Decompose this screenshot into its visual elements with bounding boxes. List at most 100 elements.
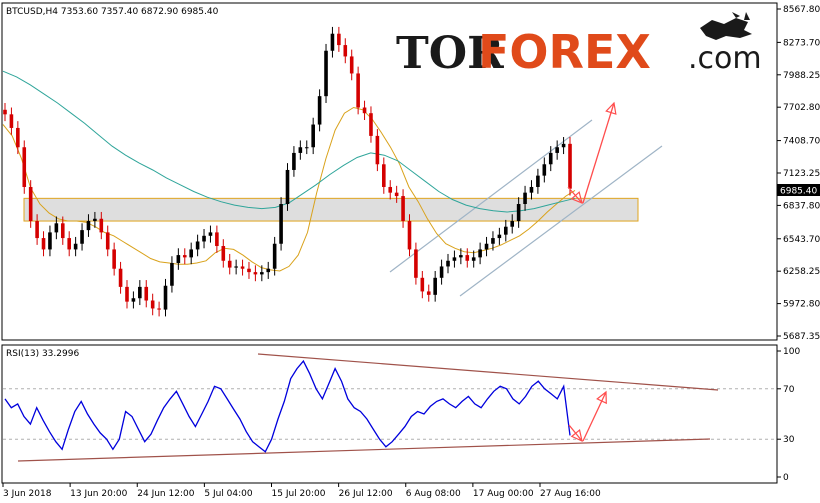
- candle-bull: [503, 226, 508, 235]
- candle-bull: [548, 152, 553, 165]
- candle-bull: [272, 243, 277, 269]
- candle-bull: [80, 230, 84, 244]
- price-tick-label: 8273.70: [783, 38, 820, 48]
- candle-bear: [99, 218, 104, 233]
- candle-bull: [285, 169, 290, 205]
- bull-icon: [700, 12, 752, 40]
- current-price-text: 6985.40: [780, 187, 817, 197]
- price-axis: 8567.80 8273.70 7988.25 7702.80 7408.70 7123.…: [777, 5, 820, 342]
- candle-bear: [356, 73, 360, 108]
- candle-bear: [420, 277, 425, 292]
- candle-bear: [16, 127, 20, 148]
- candle-bull: [324, 50, 328, 97]
- time-tick-label: 15 Jul 20:00: [272, 489, 326, 499]
- support-zone: [23, 197, 639, 222]
- candle-bull: [497, 234, 502, 239]
- candle-bear: [67, 238, 72, 250]
- candle-bear: [349, 56, 354, 74]
- candle-bear: [407, 221, 412, 250]
- price-tick-label: 8567.80: [783, 5, 820, 15]
- candle-bear: [144, 286, 149, 301]
- candle-bull: [433, 277, 437, 295]
- candle-bull: [189, 249, 193, 258]
- price-tick-label: 6543.70: [783, 235, 820, 245]
- candle-bear: [182, 255, 187, 258]
- rsi-forecast-arrows: [568, 390, 607, 443]
- candle-bull: [234, 266, 238, 268]
- candle-bull: [292, 152, 296, 170]
- candle-bear: [465, 255, 470, 261]
- channel-upper-line: [389, 119, 593, 273]
- candle-bear: [3, 109, 7, 115]
- candle-bear: [414, 249, 418, 278]
- candle-bear: [105, 232, 110, 250]
- candle-bull: [163, 285, 168, 310]
- rsi-tick-label: 0: [783, 473, 789, 483]
- candle-bear: [221, 246, 226, 261]
- time-tick-label: 3 Jun 2018: [3, 489, 52, 499]
- price-tick-label: 7702.80: [783, 103, 820, 113]
- candle-bear: [343, 45, 348, 57]
- candle-bear: [118, 268, 123, 287]
- candle-bull: [304, 147, 309, 149]
- rsi-axis: 100 70 30 0: [777, 347, 800, 483]
- candle-bull: [446, 260, 450, 267]
- candle-bull: [555, 147, 559, 153]
- rsi-panel: [1, 344, 778, 484]
- time-tick-label: 27 Aug 16:00: [540, 489, 601, 499]
- candle-bull: [54, 223, 59, 233]
- rsi-header: RSI(13) 33.2996: [6, 349, 79, 359]
- candle-bull: [260, 272, 264, 275]
- candle-bear: [41, 238, 46, 250]
- candle-bull: [459, 255, 463, 258]
- price-channel: [389, 119, 663, 297]
- price-up-arrow-shaft: [582, 102, 615, 204]
- time-tick-label: 24 Jun 12:00: [137, 489, 194, 499]
- rsi-tick-label: 30: [783, 435, 795, 445]
- rsi-levels: [3, 388, 776, 440]
- candle-bear: [227, 260, 232, 268]
- candle-bull: [73, 243, 78, 250]
- forecast-arrows: [567, 101, 617, 205]
- candle-bull: [536, 175, 540, 187]
- logo-tor-text: TOR: [396, 28, 504, 79]
- candle-bull: [516, 204, 521, 222]
- candle-bull: [279, 204, 283, 244]
- candle-bear: [28, 186, 33, 222]
- torforex-logo: TOR FOREX .com: [396, 12, 762, 79]
- candle-bear: [157, 308, 161, 310]
- time-tick-label: 6 Aug 08:00: [406, 489, 461, 499]
- candle-bear: [394, 192, 399, 197]
- candle-bear: [401, 196, 405, 222]
- candle-bull: [561, 143, 566, 148]
- candle-bull: [266, 268, 271, 273]
- candle-bear: [22, 147, 27, 187]
- candle-bear: [240, 266, 245, 269]
- rsi-trendlines: [17, 353, 719, 462]
- candle-bull: [195, 241, 200, 250]
- rsi-tick-label: 70: [783, 385, 795, 395]
- candle-bull: [93, 218, 97, 222]
- time-axis: 3 Jun 2018 13 Jun 20:00 24 Jun 12:00 5 Jul …: [2, 483, 601, 499]
- candle-bull: [176, 255, 181, 264]
- candle-bull: [170, 263, 174, 286]
- candle-bear: [125, 286, 129, 302]
- candle-bull: [298, 147, 303, 153]
- candle-bull: [542, 164, 547, 176]
- price-tick-label: 7988.25: [783, 71, 820, 81]
- rsi-tick-label: 100: [783, 347, 800, 357]
- candle-bull: [529, 186, 534, 193]
- candle-bear: [215, 232, 219, 247]
- price-tick-label: 6258.25: [783, 267, 820, 277]
- candle-bear: [35, 221, 39, 239]
- rsi-up-arrow-shaft: [582, 391, 607, 442]
- time-tick-label: 26 Jul 12:00: [339, 489, 393, 499]
- candle-bull: [202, 235, 206, 242]
- rsi-upper-trendline: [257, 353, 719, 391]
- price-tick-label: 7123.25: [783, 169, 820, 179]
- current-price-label: 6985.40: [777, 184, 820, 197]
- price-candles: [3, 26, 572, 317]
- candle-bull: [439, 266, 444, 278]
- price-tick-label: 5687.35: [783, 332, 820, 342]
- price-tick-label: 6837.80: [783, 201, 820, 211]
